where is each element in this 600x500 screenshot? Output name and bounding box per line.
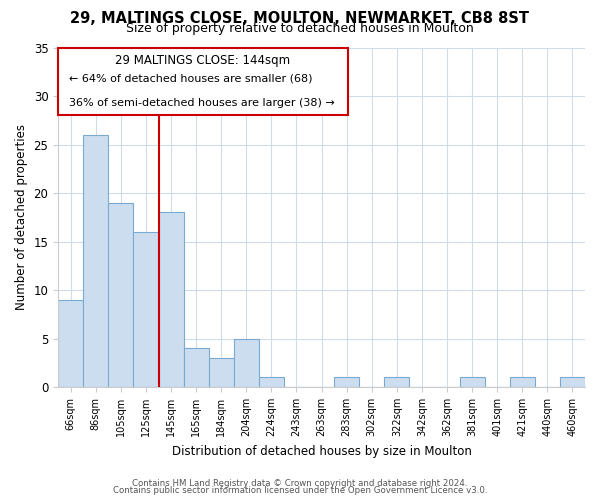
Bar xyxy=(158,212,184,387)
Bar xyxy=(560,378,585,387)
Text: Contains HM Land Registry data © Crown copyright and database right 2024.: Contains HM Land Registry data © Crown c… xyxy=(132,478,468,488)
Bar xyxy=(109,202,133,387)
Bar xyxy=(83,135,109,387)
Bar xyxy=(234,338,259,387)
Text: Size of property relative to detached houses in Moulton: Size of property relative to detached ho… xyxy=(126,22,474,35)
Text: 29, MALTINGS CLOSE, MOULTON, NEWMARKET, CB8 8ST: 29, MALTINGS CLOSE, MOULTON, NEWMARKET, … xyxy=(71,11,530,26)
Bar xyxy=(209,358,234,387)
Bar xyxy=(334,378,359,387)
X-axis label: Distribution of detached houses by size in Moulton: Distribution of detached houses by size … xyxy=(172,444,472,458)
Text: 36% of semi-detached houses are larger (38) →: 36% of semi-detached houses are larger (… xyxy=(68,98,334,108)
Bar xyxy=(510,378,535,387)
Text: 29 MALTINGS CLOSE: 144sqm: 29 MALTINGS CLOSE: 144sqm xyxy=(115,54,290,68)
Y-axis label: Number of detached properties: Number of detached properties xyxy=(15,124,28,310)
Bar xyxy=(184,348,209,387)
Bar xyxy=(259,378,284,387)
Bar xyxy=(460,378,485,387)
Bar xyxy=(133,232,158,387)
Text: Contains public sector information licensed under the Open Government Licence v3: Contains public sector information licen… xyxy=(113,486,487,495)
Text: ← 64% of detached houses are smaller (68): ← 64% of detached houses are smaller (68… xyxy=(68,73,312,83)
Bar xyxy=(384,378,409,387)
FancyBboxPatch shape xyxy=(58,48,348,116)
Bar xyxy=(58,300,83,387)
